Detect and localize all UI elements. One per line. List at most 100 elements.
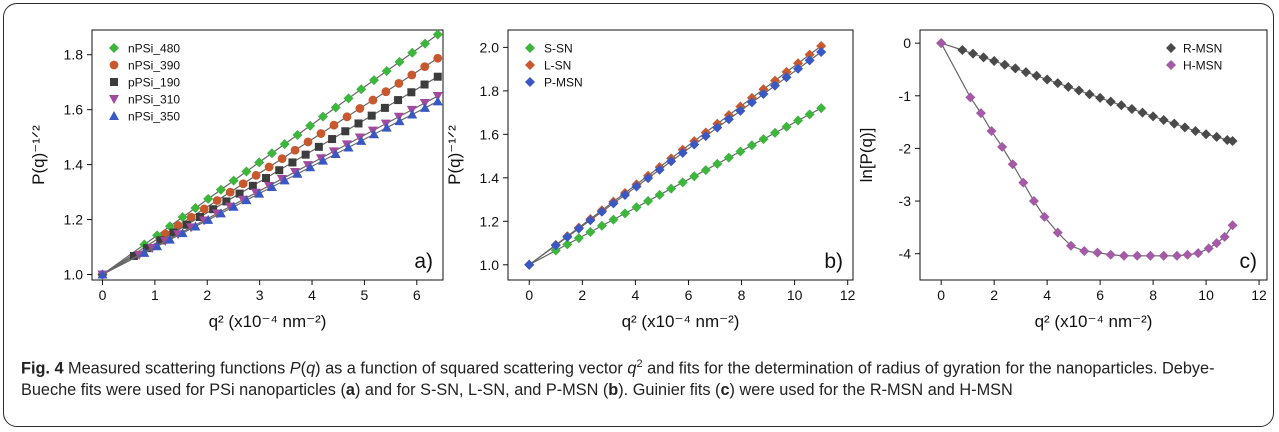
x-tick-label: 2 — [203, 287, 211, 303]
data-point — [758, 89, 769, 100]
data-point — [212, 196, 222, 205]
data-point — [381, 122, 392, 132]
data-point — [1028, 196, 1039, 207]
legend-label: S-SN — [544, 42, 573, 56]
data-point — [677, 177, 688, 188]
y-tick-label: -2 — [899, 140, 912, 156]
data-point — [301, 150, 310, 159]
data-point — [248, 181, 257, 190]
data-point — [186, 212, 196, 222]
data-point — [712, 122, 723, 133]
data-point — [1171, 250, 1182, 261]
y-tick-label: 1.0 — [64, 267, 84, 283]
panel-label: b) — [824, 250, 843, 273]
data-point — [793, 58, 804, 69]
x-tick-label: 0 — [525, 287, 533, 303]
data-point — [608, 198, 619, 209]
data-point — [643, 173, 654, 184]
data-point — [585, 215, 596, 226]
data-point — [266, 148, 277, 159]
data-point — [1132, 250, 1143, 261]
y-tick-label: 1.6 — [64, 102, 84, 118]
data-point — [381, 66, 392, 77]
data-point — [1158, 250, 1169, 261]
data-point — [1063, 81, 1074, 92]
y-tick-label: 1.2 — [64, 212, 84, 228]
legend-label: nPSi_480 — [128, 42, 180, 56]
data-point — [209, 205, 218, 214]
data-point — [303, 137, 313, 147]
data-point — [341, 140, 352, 150]
data-point — [330, 102, 341, 113]
data-point — [369, 75, 380, 86]
data-point — [746, 97, 757, 108]
data-point — [975, 108, 986, 119]
data-point — [967, 48, 978, 59]
data-point — [770, 127, 781, 138]
data-point — [177, 212, 188, 223]
data-point — [432, 29, 443, 40]
fit-line — [941, 42, 1233, 142]
data-point — [254, 188, 265, 198]
caption-text: ) were used for the R-MSN and H-MSN — [729, 381, 1013, 400]
y-tick-label: -4 — [899, 246, 912, 262]
data-point — [432, 96, 443, 106]
data-point — [355, 104, 365, 113]
x-axis-label: q² (x10⁻⁴ nm⁻²) — [209, 312, 327, 331]
legend-marker — [1166, 60, 1176, 70]
data-point — [1126, 103, 1137, 114]
legend-marker — [109, 60, 119, 70]
data-point — [199, 204, 209, 214]
legend-label: nPSi_350 — [128, 110, 180, 124]
data-point — [394, 96, 403, 105]
data-point — [407, 47, 418, 58]
data-point — [433, 53, 443, 63]
data-point — [328, 135, 337, 144]
data-point — [222, 197, 231, 206]
caption-label: Fig. 4 — [21, 359, 64, 378]
data-point — [266, 181, 277, 191]
panel-c: 0 2 4 6 8 10 12 0 -1 -2 -3 -4 q² (x10⁻⁴ nm⁻²) ln[P(q)… — [857, 29, 1268, 331]
x-tick-label: 4 — [631, 287, 639, 303]
data-point — [1018, 177, 1029, 188]
data-point — [631, 181, 642, 192]
data-point — [1148, 111, 1159, 122]
data-point — [290, 145, 300, 155]
data-point — [608, 214, 619, 225]
data-point — [1203, 243, 1214, 254]
data-point — [279, 175, 290, 185]
x-tick-label: 12 — [840, 287, 856, 303]
data-point — [816, 46, 827, 57]
data-point — [329, 120, 339, 130]
data-point — [1073, 85, 1084, 96]
y-tick-label: 1.4 — [480, 170, 500, 186]
data-point — [177, 228, 188, 238]
legend-marker — [110, 78, 118, 86]
data-point — [342, 112, 352, 122]
data-point — [1079, 246, 1090, 257]
data-point — [666, 156, 677, 167]
data-point — [203, 214, 214, 224]
caption-italic: q — [306, 359, 316, 378]
data-point — [241, 166, 252, 177]
data-point — [279, 139, 290, 150]
data-point — [277, 154, 287, 164]
data-point — [380, 103, 389, 112]
data-point — [129, 251, 138, 260]
data-point — [407, 88, 416, 97]
caption-superscript: 2 — [636, 358, 643, 370]
data-point — [1182, 249, 1193, 260]
legend-label: H-MSN — [1183, 59, 1222, 73]
panel-label: a) — [414, 250, 433, 273]
panel-b: 0 2 4 6 8 10 12 1.0 1.2 1.4 1.6 1.8 2.0 q² (x10⁻⁴ nm⁻… — [445, 29, 856, 331]
data-point — [712, 158, 723, 169]
data-point — [1201, 129, 1212, 140]
caption-text: ). Guinier fits ( — [618, 381, 721, 400]
legend-label: nPSi_310 — [128, 93, 180, 107]
x-axis-label: q² (x10⁻⁴ nm⁻²) — [1035, 312, 1153, 331]
data-point — [275, 166, 284, 175]
caption-bold: a — [345, 381, 355, 400]
data-point — [781, 72, 792, 83]
caption-text: and fits for the determination of radius… — [21, 359, 1215, 400]
data-point — [573, 223, 584, 234]
